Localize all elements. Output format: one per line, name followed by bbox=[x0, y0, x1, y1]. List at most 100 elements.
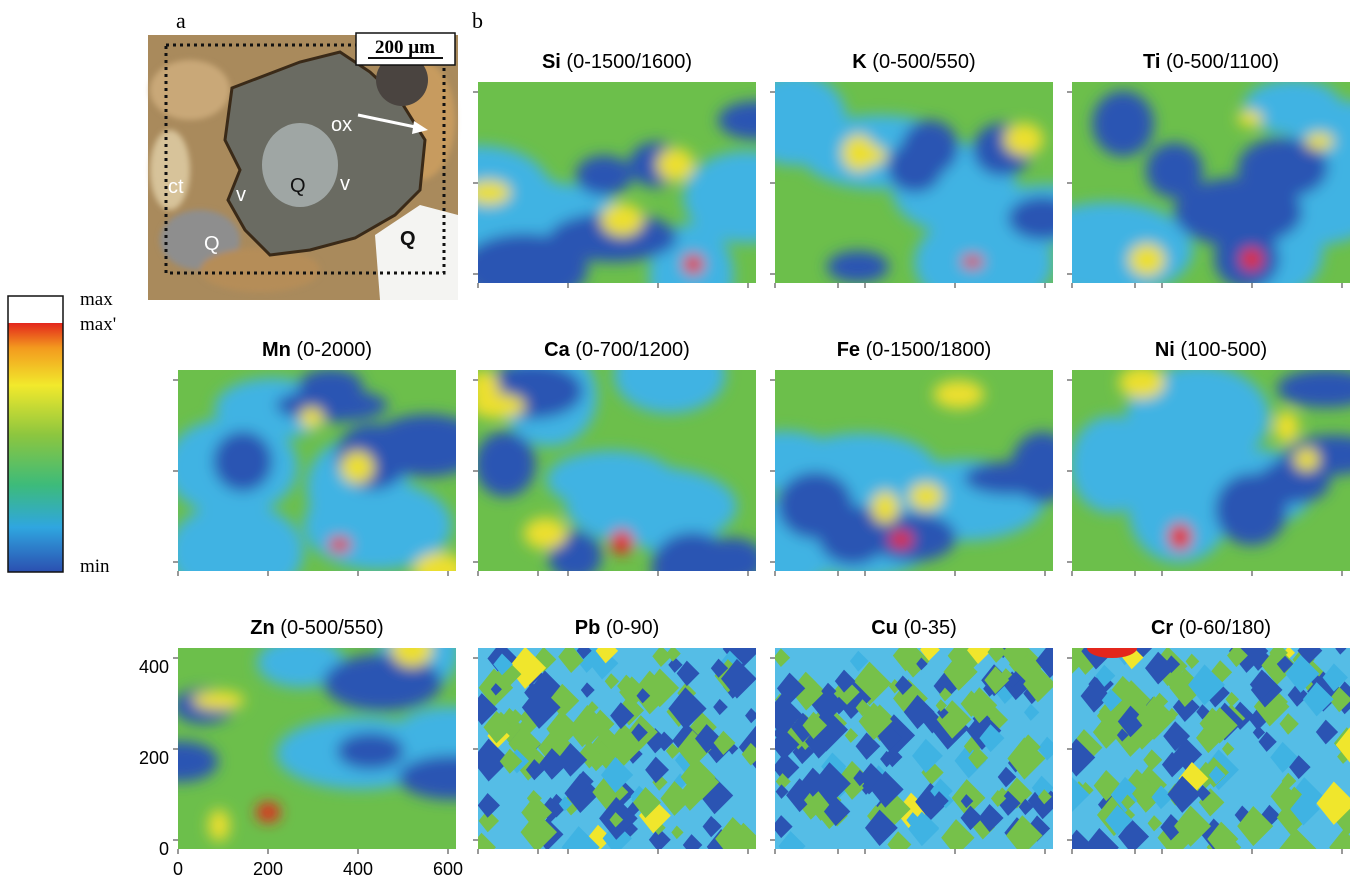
colorbar-label: max bbox=[80, 289, 113, 310]
map-blob bbox=[470, 394, 525, 419]
element-name: Fe bbox=[837, 339, 860, 361]
map-blob bbox=[1129, 243, 1166, 276]
element-map bbox=[1058, 629, 1351, 869]
x-tick-label: 400 bbox=[343, 859, 373, 877]
map-blob bbox=[1244, 79, 1343, 135]
element-name: Pb bbox=[575, 617, 601, 639]
scale-bar-label: 200 µm bbox=[375, 37, 435, 58]
range: (0-2000) bbox=[296, 339, 372, 361]
range: (0-1500/1800) bbox=[866, 339, 992, 361]
map-blob bbox=[1215, 473, 1287, 545]
map-patch bbox=[1087, 638, 1137, 658]
range: (0-60/180) bbox=[1179, 617, 1271, 639]
map-blob bbox=[576, 155, 633, 195]
map-blob bbox=[256, 802, 280, 822]
element-name: Zn bbox=[250, 617, 274, 639]
map-blob bbox=[610, 530, 633, 555]
range: (0-1500/1600) bbox=[566, 51, 692, 73]
range: (0-500/550) bbox=[872, 51, 975, 73]
colorbar bbox=[8, 296, 63, 572]
map-title: Pb (0-90) bbox=[575, 617, 659, 639]
figure: a b 200 µm ox Q v v ct Q Q max bbox=[0, 0, 1351, 877]
map-blob bbox=[1011, 432, 1074, 503]
map-blob bbox=[699, 538, 766, 585]
map-blob bbox=[461, 233, 588, 303]
map-blob bbox=[208, 809, 230, 841]
element-name: Ca bbox=[544, 339, 570, 361]
element-map bbox=[469, 627, 777, 868]
element-name: Si bbox=[542, 51, 561, 73]
map-blob bbox=[1274, 411, 1299, 443]
map-blob bbox=[1168, 523, 1192, 550]
map-blob bbox=[213, 431, 272, 491]
map-title: Si (0-1500/1600) bbox=[542, 51, 692, 73]
map-blob bbox=[1070, 416, 1153, 513]
map-blob bbox=[842, 134, 875, 171]
element-name: Cr bbox=[1151, 617, 1173, 639]
map-title: K (0-500/550) bbox=[852, 51, 975, 73]
range: (0-90) bbox=[606, 617, 659, 639]
micrograph bbox=[148, 33, 458, 300]
element-map bbox=[410, 82, 810, 326]
map-title: Mn (0-2000) bbox=[262, 339, 372, 361]
map-blob bbox=[169, 503, 304, 600]
map-blob bbox=[1092, 91, 1154, 157]
map-title: Fe (0-1500/1800) bbox=[837, 339, 992, 361]
y-tick-label: 0 bbox=[159, 839, 169, 859]
element-map bbox=[468, 337, 765, 604]
map-blob bbox=[1294, 448, 1319, 471]
map-blob bbox=[192, 691, 244, 710]
element-name: Ni bbox=[1155, 339, 1175, 361]
map-blob bbox=[1008, 197, 1077, 240]
map-blob bbox=[524, 518, 567, 550]
map-blob bbox=[1004, 123, 1044, 156]
element-map bbox=[1070, 365, 1351, 571]
map-blob bbox=[370, 414, 485, 476]
map-blob bbox=[933, 380, 984, 409]
map-blob bbox=[475, 432, 536, 497]
mineral-label: Q bbox=[400, 228, 416, 250]
map-title: Cr (0-60/180) bbox=[1151, 617, 1271, 639]
map-blob bbox=[656, 148, 694, 182]
x-tick-label: 200 bbox=[253, 859, 283, 877]
map-blob bbox=[889, 531, 912, 549]
element-name: Ti bbox=[1143, 51, 1160, 73]
range: (0-700/1200) bbox=[575, 339, 690, 361]
mineral-label: Q bbox=[204, 233, 220, 255]
mineral-label: v bbox=[340, 173, 350, 195]
element-map bbox=[143, 607, 506, 849]
y-tick-label: 400 bbox=[139, 657, 169, 677]
panel-label: a bbox=[176, 8, 186, 33]
map-blob bbox=[298, 369, 362, 403]
map-blob bbox=[601, 203, 644, 236]
map-blob bbox=[467, 180, 511, 205]
range: (0-35) bbox=[903, 617, 956, 639]
element-map bbox=[166, 369, 485, 600]
map-blob bbox=[683, 254, 704, 274]
y-tick-label: 200 bbox=[139, 748, 169, 768]
map-blob bbox=[871, 491, 899, 523]
element-map bbox=[742, 73, 1122, 311]
map-blob bbox=[328, 537, 350, 553]
element-map bbox=[732, 370, 1074, 589]
map-title: Ti (0-500/1100) bbox=[1143, 51, 1279, 73]
map-blob bbox=[1237, 110, 1263, 126]
map-blob bbox=[341, 451, 375, 484]
map-blob bbox=[1119, 367, 1165, 399]
map-blob bbox=[1305, 133, 1334, 150]
map-blob bbox=[887, 142, 942, 192]
map-blob bbox=[300, 407, 324, 428]
map-title: Cu (0-35) bbox=[871, 617, 957, 639]
map-title: Ca (0-700/1200) bbox=[544, 339, 690, 361]
map-blob bbox=[391, 631, 433, 667]
map-blob bbox=[546, 451, 675, 509]
x-tick-label: 0 bbox=[173, 859, 183, 877]
range: (0-500/1100) bbox=[1166, 51, 1279, 73]
map-title: Zn (0-500/550) bbox=[250, 617, 383, 639]
map-blob bbox=[1146, 143, 1203, 198]
map-blob bbox=[962, 255, 984, 268]
x-tick-label: 600 bbox=[433, 859, 463, 877]
element-map bbox=[1025, 79, 1351, 297]
element-name: Mn bbox=[262, 339, 291, 361]
mineral-label: ox bbox=[331, 114, 352, 136]
